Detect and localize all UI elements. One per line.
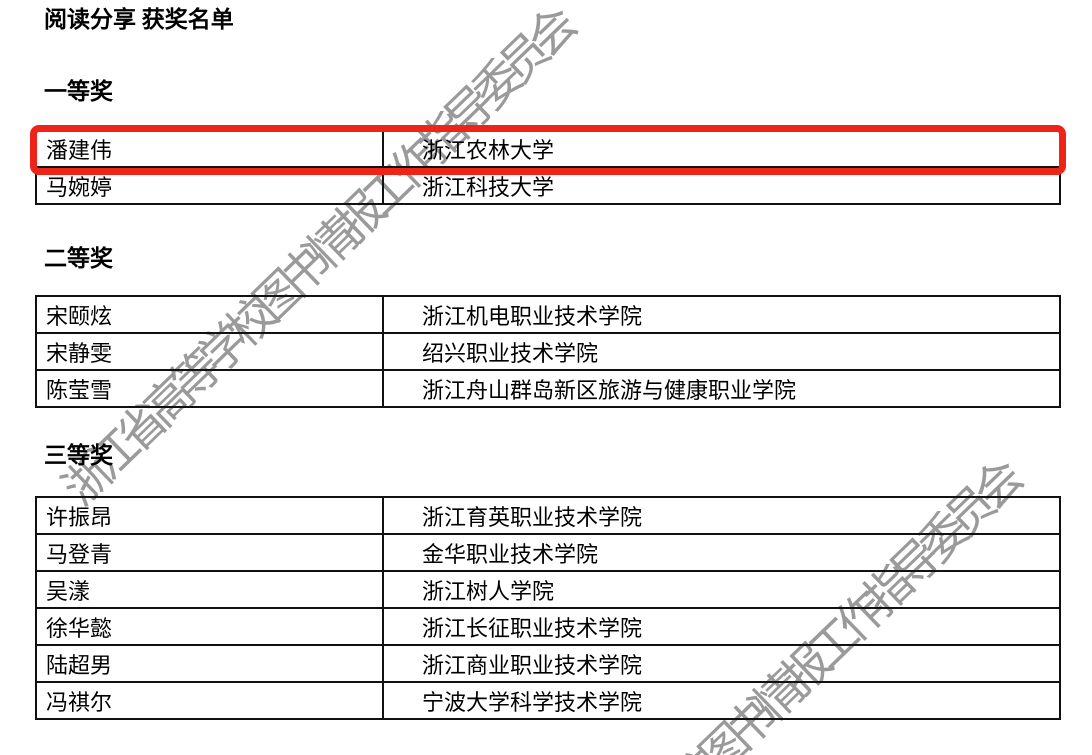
table-row: 徐华懿 浙江长征职业技术学院 — [35, 607, 1061, 646]
awards-table-third-prize: 许振昂 浙江育英职业技术学院 马登青 金华职业技术学院 吴漾 浙江树人学院 徐华懿 浙江长征职… — [35, 496, 1061, 720]
winner-name-cell: 徐华懿 — [35, 607, 384, 646]
winner-name-cell: 陆超男 — [35, 644, 384, 683]
winner-name-cell: 宋颐炫 — [35, 295, 384, 334]
table-row: 马婉婷 浙江科技大学 — [35, 166, 1061, 205]
table-row: 陈莹雪 浙江舟山群岛新区旅游与健康职业学院 — [35, 369, 1061, 408]
table-row: 宋静雯 绍兴职业技术学院 — [35, 332, 1061, 371]
awards-table-second-prize: 宋颐炫 浙江机电职业技术学院 宋静雯 绍兴职业技术学院 陈莹雪 浙江舟山群岛新区旅游与健康… — [35, 295, 1061, 408]
winner-name-cell: 宋静雯 — [35, 332, 384, 371]
winner-name-cell: 冯祺尔 — [35, 681, 384, 720]
table-row: 吴漾 浙江树人学院 — [35, 570, 1061, 609]
institution-cell: 浙江商业职业技术学院 — [382, 644, 1061, 683]
table-row: 宋颐炫 浙江机电职业技术学院 — [35, 295, 1061, 334]
table-row: 马登青 金华职业技术学院 — [35, 533, 1061, 572]
table-row: 冯祺尔 宁波大学科学技术学院 — [35, 681, 1061, 720]
page-title: 阅读分享 获奖名单 — [44, 7, 234, 32]
institution-cell: 浙江科技大学 — [382, 166, 1061, 205]
institution-cell: 浙江农林大学 — [382, 129, 1061, 168]
winner-name-cell: 马登青 — [35, 533, 384, 572]
awards-table-first-prize: 潘建伟 浙江农林大学 马婉婷 浙江科技大学 — [35, 129, 1061, 205]
winner-name-cell: 马婉婷 — [35, 166, 384, 205]
institution-cell: 浙江育英职业技术学院 — [382, 496, 1061, 535]
watermark-text: 浙江省高等学校图书情报工作指导委员会 — [53, 3, 582, 516]
institution-cell: 浙江树人学院 — [382, 570, 1061, 609]
institution-cell: 浙江长征职业技术学院 — [382, 607, 1061, 646]
section-heading-third-prize: 三等奖 — [44, 443, 113, 468]
institution-cell: 宁波大学科学技术学院 — [382, 681, 1061, 720]
table-row: 陆超男 浙江商业职业技术学院 — [35, 644, 1061, 683]
winner-name-cell: 陈莹雪 — [35, 369, 384, 408]
institution-cell: 金华职业技术学院 — [382, 533, 1061, 572]
winner-name-cell: 潘建伟 — [35, 129, 384, 168]
institution-cell: 绍兴职业技术学院 — [382, 332, 1061, 371]
institution-cell: 浙江机电职业技术学院 — [382, 295, 1061, 334]
institution-cell: 浙江舟山群岛新区旅游与健康职业学院 — [382, 369, 1061, 408]
winner-name-cell: 许振昂 — [35, 496, 384, 535]
table-row-highlighted: 潘建伟 浙江农林大学 — [35, 129, 1061, 168]
table-row: 许振昂 浙江育英职业技术学院 — [35, 496, 1061, 535]
section-heading-second-prize: 二等奖 — [44, 246, 113, 271]
winner-name-cell: 吴漾 — [35, 570, 384, 609]
section-heading-first-prize: 一等奖 — [44, 79, 113, 104]
